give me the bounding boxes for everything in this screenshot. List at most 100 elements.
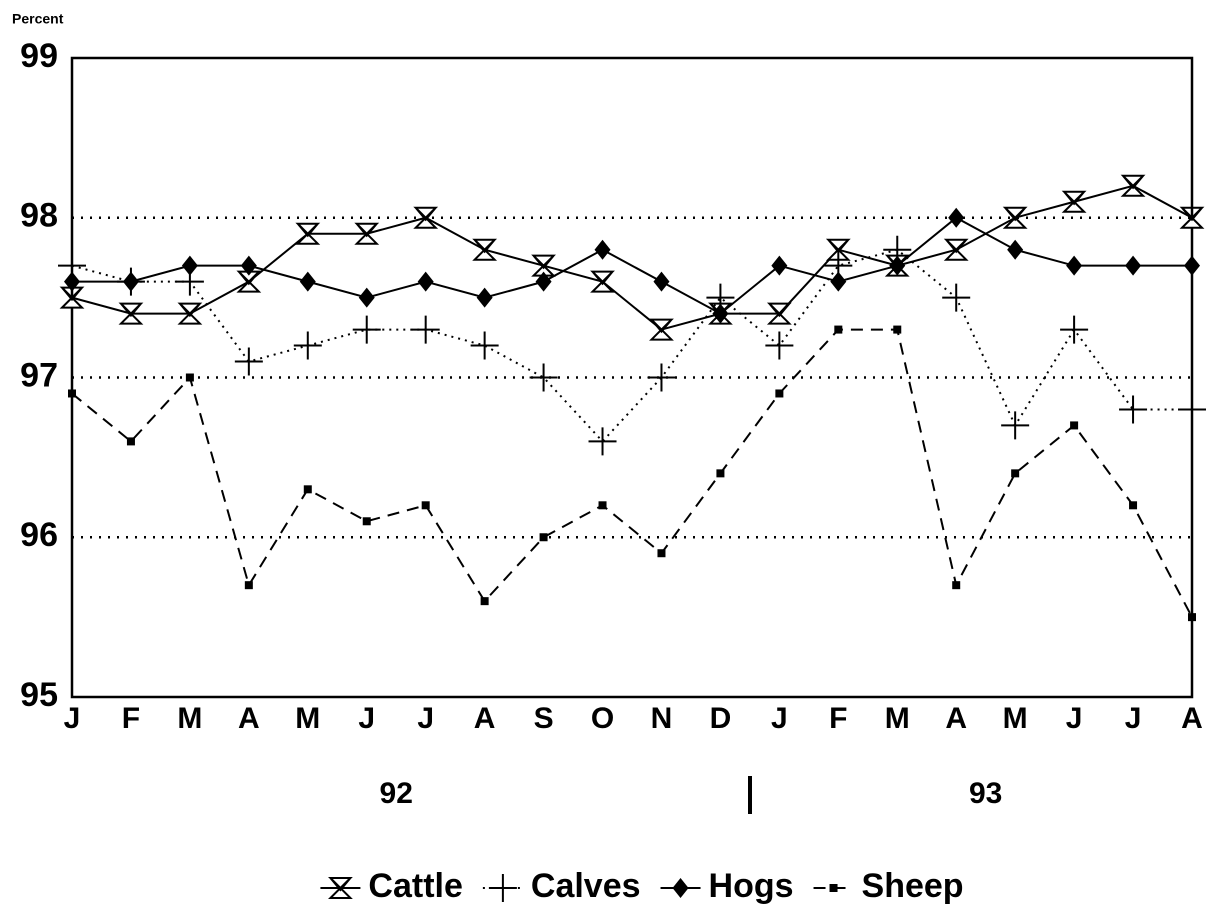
data-point [775,389,784,398]
y-tick-label: 96 [20,516,58,554]
data-point [1002,206,1028,229]
data-point [480,597,489,606]
series-line [72,216,1192,315]
x-tick-label: M [295,702,320,735]
legend-label: Hogs [709,867,794,905]
data-point [244,581,253,590]
data-point [657,549,666,558]
x-tick-label: J [64,702,81,735]
data-point [234,347,263,376]
data-point [181,255,198,276]
data-point [535,271,552,292]
x-tick-label: M [885,702,910,735]
x-tick-label: A [474,702,496,735]
legend-marker [328,877,353,899]
data-point [1125,255,1142,276]
legend-label: Sheep [862,867,964,905]
x-tick-label: J [771,702,788,735]
data-point [830,271,847,292]
data-point [590,270,615,293]
y-tick-label: 97 [20,356,58,394]
y-tick-label: 98 [20,197,58,235]
data-point [1061,190,1087,213]
data-point [594,239,611,260]
data-point [1007,239,1024,260]
data-point [1011,469,1020,478]
data-point [68,389,76,398]
data-point [59,286,85,309]
x-tick-label: J [1125,702,1142,735]
x-tick-label: A [238,702,260,735]
x-tick-label: S [534,702,554,735]
data-point [1119,395,1148,424]
data-point [1120,174,1146,197]
x-tick-label: F [829,702,847,735]
data-point [470,331,499,360]
x-tick-label: J [1066,702,1083,735]
data-point [303,485,312,494]
legend-marker [488,874,517,902]
x-tick-label: D [710,702,732,735]
data-point [354,222,380,245]
data-point [411,315,440,344]
x-tick-label: O [591,702,614,735]
data-point [476,287,493,308]
data-point [1066,255,1083,276]
data-point [952,581,961,590]
data-point [1188,613,1196,622]
legend: Cattle Calves Hogs Sheep [320,867,964,905]
data-point [1001,411,1030,440]
data-point [588,427,617,456]
data-point [948,207,965,228]
x-tick-label: A [945,702,967,735]
data-point [893,325,902,334]
data-point [295,222,321,245]
data-point [118,302,144,325]
year-label: 93 [969,777,1002,810]
data-point [834,325,843,334]
data-point [236,270,262,293]
data-point [293,331,322,360]
data-point [358,287,375,308]
y-tick-label: 95 [20,676,58,714]
x-tick-label: M [177,702,202,735]
legend-label: Calves [531,867,641,905]
data-point [647,363,676,392]
data-point [185,373,194,382]
data-point [421,501,430,510]
data-point [472,238,498,261]
x-tick-label: A [1181,702,1203,735]
legend-marker [829,884,838,892]
data-point [362,517,371,526]
data-point [1129,501,1138,510]
data-point [716,469,725,478]
data-point [240,255,257,276]
data-point [943,238,969,261]
data-point [539,533,548,542]
data-point [942,283,971,312]
x-tick-label: J [358,702,375,735]
y-tick-label: 99 [20,37,58,75]
data-point [1178,395,1206,424]
series-line [71,184,1193,331]
data-point [122,271,139,292]
plot-frame [70,56,1194,699]
data-point [417,271,434,292]
data-point [1184,255,1200,276]
x-tick-label: N [651,702,673,735]
data-point [126,437,135,446]
data-point [649,318,674,341]
data-point [765,331,794,360]
data-point [1070,421,1079,430]
data-point [529,363,558,392]
data-point [413,206,439,229]
data-point [531,254,556,277]
y-axis-label: Percent [12,11,64,27]
data-point [177,302,203,325]
series-line [71,248,1192,443]
data-point [771,255,788,276]
series-line [71,328,1193,618]
data-point [598,501,607,510]
data-point [299,271,316,292]
